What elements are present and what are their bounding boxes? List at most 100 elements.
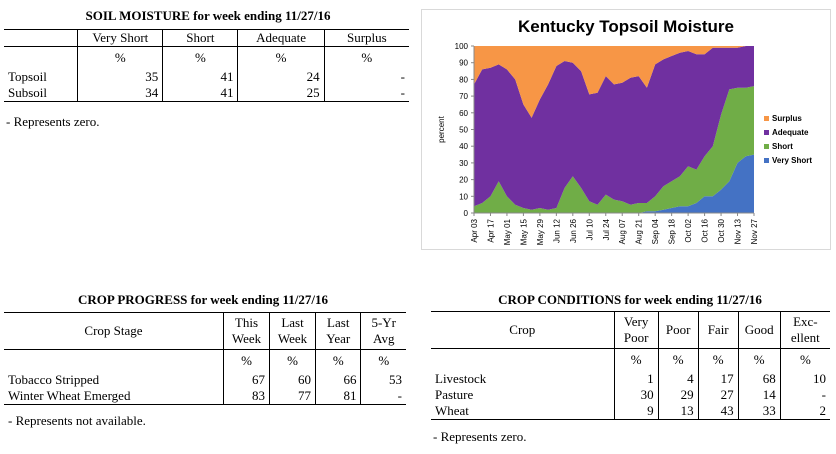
header-fair: Fair [697, 311, 739, 349]
cell-value: - [779, 387, 830, 403]
row-label: Wheat [435, 403, 469, 418]
x-tick-label: Aug 07 [618, 218, 627, 244]
cell-value: 67 [222, 372, 270, 388]
x-tick-label: Sep 04 [651, 218, 660, 244]
cell-value: 81 [315, 388, 361, 405]
header-good: Good [737, 311, 781, 349]
x-tick-label: May 15 [519, 218, 528, 245]
cell-value: 9 [613, 403, 659, 420]
x-tick-label: Oct 30 [717, 218, 726, 242]
cell-value: 68 [737, 371, 781, 387]
row-label: Topsoil [8, 69, 47, 84]
header-crop-stage: Crop Stage [84, 323, 143, 338]
crop-conditions-footnote: - Represents zero. [433, 429, 527, 444]
cell-value: 17 [697, 371, 739, 387]
cell-value: 66 [315, 372, 361, 388]
unit-percent: % [268, 349, 316, 372]
header-5yr-avg: 5-Yr Avg [360, 312, 406, 350]
header-surplus: Surplus [323, 29, 409, 47]
table-row: Wheat 9 13 43 33 2 [431, 403, 830, 420]
cell-value: - [323, 85, 409, 102]
area-surplus [474, 46, 754, 118]
crop-progress-title: CROP PROGRESS for week ending 11/27/16 [77, 292, 329, 307]
table-row: Topsoil 35 41 24 - [4, 69, 409, 85]
cell-value: 29 [657, 387, 699, 403]
area-very-short [474, 154, 754, 213]
cell-value: 14 [737, 387, 781, 403]
header-line: 5-Yr [371, 315, 396, 330]
header-line: Year [326, 331, 351, 346]
x-tick-label: May 29 [536, 218, 545, 245]
soil-moisture-title: SOIL MOISTURE for week ending 11/27/16 [85, 8, 331, 23]
y-tick-label: 70 [459, 92, 468, 101]
x-tick-label: Nov 27 [750, 218, 759, 244]
legend-swatch [764, 116, 769, 121]
x-tick-label: May 01 [503, 218, 512, 245]
cell-value: 13 [657, 403, 699, 420]
unit-percent: % [323, 46, 409, 69]
cell-value: - [323, 69, 409, 85]
header-line: This [234, 315, 259, 330]
unit-percent: % [613, 348, 659, 371]
table-row: Tobacco Stripped 67 60 66 53 [4, 372, 406, 388]
cell-value: 41 [162, 85, 238, 102]
unit-percent: % [237, 46, 325, 69]
row-label: Subsoil [8, 85, 48, 100]
unit-percent: % [315, 349, 361, 372]
legend-swatch [764, 130, 769, 135]
topsoil-moisture-chart: Kentucky Topsoil Moisture 0 10 20 30 40 50 60 7… [421, 9, 831, 250]
cell-value: 77 [268, 388, 316, 405]
header-poor: Poor [657, 311, 699, 349]
unit-percent: % [162, 46, 238, 69]
table-row: Pasture 30 29 27 14 - [431, 387, 830, 403]
crop-progress-table: Crop Stage This Week Last Week Last Year… [4, 312, 406, 405]
cell-value: 34 [77, 85, 163, 102]
x-tick-label: Jun 12 [552, 218, 561, 243]
chart-title: Kentucky Topsoil Moisture [518, 17, 734, 36]
legend-label: Very Short [772, 156, 812, 165]
header-crop: Crop [509, 322, 536, 337]
row-label: Pasture [435, 387, 474, 402]
table-row: Winter Wheat Emerged 83 77 81 - [4, 388, 406, 405]
legend-swatch [764, 158, 769, 163]
unit-percent: % [77, 46, 163, 69]
row-label: Tobacco Stripped [8, 372, 100, 387]
x-tick-label: Aug 21 [635, 218, 644, 244]
cell-value: 41 [162, 69, 238, 85]
header-excellent: Exc- ellent [779, 311, 830, 349]
y-axis-label: percent [437, 115, 446, 142]
cell-value: 10 [779, 371, 830, 387]
cell-value: 33 [737, 403, 781, 420]
header-short: Short [162, 29, 238, 47]
soil-moisture-table: Very Short Short Adequate Surplus % % % … [4, 29, 409, 102]
y-tick-label: 60 [459, 109, 468, 118]
y-tick-label: 10 [459, 192, 468, 201]
cell-value: 4 [657, 371, 699, 387]
cell-value: 2 [779, 403, 830, 420]
x-tick-label: Nov 13 [734, 218, 743, 244]
header-line: Last [327, 315, 350, 330]
y-tick-label: 30 [459, 159, 468, 168]
x-tick-label: Jul 24 [602, 218, 611, 240]
x-tick-label: Apr 03 [470, 218, 479, 242]
header-last-week: Last Week [268, 312, 316, 350]
header-line: Avg [373, 331, 395, 346]
x-tick-label: Jun 26 [569, 218, 578, 243]
cell-value: 27 [697, 387, 739, 403]
header-very-poor: Very Poor [613, 311, 659, 349]
header-line: ellent [790, 330, 820, 345]
unit-percent: % [222, 349, 270, 372]
header-line: Last [281, 315, 304, 330]
legend-label: Surplus [772, 114, 802, 123]
area-adequate [474, 46, 754, 210]
soil-footnote: - Represents zero. [6, 114, 100, 129]
table-row: Livestock 1 4 17 68 10 [431, 371, 830, 387]
x-tick-label: Jul 10 [585, 218, 594, 240]
header-line: Week [277, 331, 308, 346]
table-row: Subsoil 34 41 25 - [4, 85, 409, 102]
cell-value: 43 [697, 403, 739, 420]
header-line: Week [231, 331, 262, 346]
cell-value: 35 [77, 69, 163, 85]
header-adequate: Adequate [237, 29, 325, 47]
header-blank [4, 30, 78, 47]
